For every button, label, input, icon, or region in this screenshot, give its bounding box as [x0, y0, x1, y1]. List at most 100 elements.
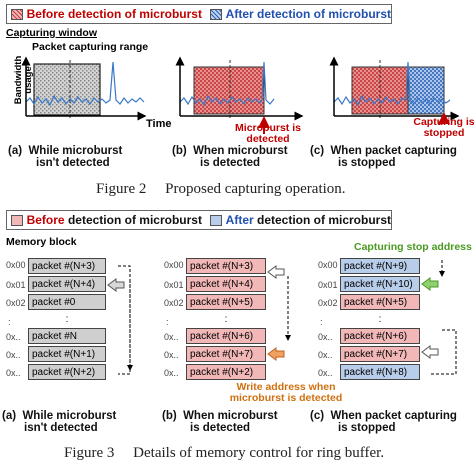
- annotation-stopped: Capturing is stopped: [406, 117, 474, 139]
- addr-c-2: 0x02: [318, 298, 338, 308]
- fig2-sub-a-line1: (a) While microburst: [8, 145, 123, 157]
- write-pointer-b-icon: [267, 347, 285, 361]
- addr-a-4: 0x..: [6, 332, 21, 342]
- write-pointer-a-icon: [107, 278, 125, 292]
- loop-arrow-a-icon: [118, 265, 133, 375]
- cell-c-6: packet #(N+8): [340, 364, 420, 380]
- fig2-panel-b: [175, 56, 304, 134]
- fig3-sub-a-line2: isn't detected: [24, 422, 98, 434]
- fig3-sub-b: (b) When microburst is detected: [162, 410, 278, 434]
- addr-c-1: 0x01: [318, 280, 338, 290]
- fig2-sub-c-line2: is stopped: [338, 157, 396, 169]
- fig2-panel-c: [329, 56, 460, 124]
- loop-arrow-c-icon: [430, 260, 457, 375]
- traffic-line-a: [25, 61, 145, 107]
- fig3-sub-c: (c) When packet capturing is stopped: [310, 410, 457, 434]
- addr-a-0: 0x00: [6, 260, 26, 270]
- after-swatch-icon-fig3: [210, 214, 222, 226]
- pointer-c-low-icon: [421, 345, 439, 359]
- cell-b-3: :: [186, 312, 266, 328]
- fig3-sub-c-line2: is stopped: [338, 422, 396, 434]
- fig3-legend: Before detection of microburst After det…: [6, 210, 392, 230]
- traffic-line-b: [179, 61, 275, 107]
- cell-c-1: packet #(N+10): [340, 276, 420, 292]
- annotation-detected-line2: detected: [246, 133, 290, 145]
- addr-a-3: :: [8, 317, 11, 327]
- addr-b-4: 0x..: [164, 332, 179, 342]
- fig2-sub-a-line2: isn't detected: [36, 157, 110, 169]
- addr-b-0: 0x00: [164, 260, 184, 270]
- before-range-box-b: [193, 66, 265, 115]
- fig3-legend-after-rest: detection of microburst: [253, 213, 392, 227]
- addr-a-6: 0x..: [6, 368, 21, 378]
- addr-b-1: 0x01: [164, 280, 184, 290]
- cell-a-5: packet #(N+1): [28, 346, 106, 362]
- fig2-panel-a: [21, 56, 147, 121]
- addr-c-6: 0x..: [318, 368, 333, 378]
- cell-c-3: :: [340, 312, 420, 328]
- fig2-caption: Figure 2 Proposed capturing operation.: [96, 181, 346, 197]
- cell-b-2: packet #(N+5): [186, 294, 266, 310]
- annotation-stopped-line1: Capturing is: [413, 116, 474, 128]
- cell-a-2: packet #0: [28, 294, 106, 310]
- fig2-sub-b-line1: (b) When microburst: [172, 145, 288, 157]
- traffic-line-c: [333, 61, 451, 107]
- cell-c-0: packet #(N+9): [340, 258, 420, 274]
- fig3-caption: Figure 3 Details of memory control for r…: [64, 445, 385, 461]
- addr-c-4: 0x..: [318, 332, 333, 342]
- fig2-legend-before-rest: detection of microburst: [64, 7, 202, 21]
- fig2-sub-b-line2: is detected: [200, 157, 261, 169]
- packet-capturing-range-label: Packet capturing range: [32, 41, 149, 53]
- cell-b-4: packet #(N+6): [186, 328, 266, 344]
- addr-b-2: 0x02: [164, 298, 184, 308]
- fig3-sub-b-line2: is detected: [190, 422, 251, 434]
- annotation-detected-line1: Microburst is: [235, 122, 301, 134]
- pointer-b-top-icon: [267, 265, 285, 279]
- write-address-line1: Write address when: [236, 381, 336, 393]
- fig2-graphs: [21, 56, 460, 134]
- after-swatch-icon: [210, 8, 222, 20]
- after-range-box-c: [407, 66, 445, 115]
- cell-a-1: packet #(N+4): [28, 276, 106, 292]
- cell-c-2: packet #(N+5): [340, 294, 420, 310]
- addr-b-5: 0x..: [164, 350, 179, 360]
- capturing-window-label: Capturing window: [6, 27, 97, 39]
- fig2-sub-a: (a) While microburst isn't detected: [8, 145, 122, 169]
- capturing-stop-address-label: Capturing stop address: [354, 241, 472, 253]
- addr-a-5: 0x..: [6, 350, 21, 360]
- cell-a-0: packet #(N+3): [28, 258, 106, 274]
- addr-a-2: 0x02: [6, 298, 26, 308]
- cell-b-1: packet #(N+4): [186, 276, 266, 292]
- cell-a-4: packet #N: [28, 328, 106, 344]
- fig3-arrows: [107, 260, 457, 375]
- fig2-legend-before-bold: Before: [26, 7, 65, 21]
- fig2-legend: Before detection of microburst After det…: [6, 4, 392, 24]
- fig3-sub-c-line1: (c) When packet capturing: [310, 410, 457, 422]
- stop-pointer-c-icon: [421, 277, 439, 291]
- cell-a-6: packet #(N+2): [28, 364, 106, 380]
- before-swatch-icon-fig3: [11, 214, 23, 226]
- addr-c-3: :: [320, 317, 323, 327]
- fig3-legend-before-bold: Before: [26, 213, 65, 227]
- addr-a-1: 0x01: [6, 280, 26, 290]
- fig3-legend-before-rest: detection of microburst: [64, 213, 202, 227]
- fig2-sub-c: (c) When packet capturing is stopped: [310, 145, 457, 169]
- cell-a-3: :: [28, 312, 106, 328]
- addr-b-6: 0x..: [164, 368, 179, 378]
- x-axis-label: Time: [146, 118, 172, 130]
- fig2-legend-after-rest: detection of microburst: [253, 7, 392, 21]
- fig2-sub-c-line1: (c) When packet capturing: [310, 145, 457, 157]
- write-address-label: Write address when microburst is detecte…: [222, 382, 350, 404]
- fig3-sub-b-line1: (b) When microburst: [162, 410, 278, 422]
- before-swatch-icon: [11, 8, 23, 20]
- capture-range-box: [33, 63, 101, 116]
- fig2-sub-b: (b) When microburst is detected: [172, 145, 288, 169]
- annotation-detected: Microburst is detected: [228, 123, 308, 145]
- fig2-legend-after-bold: After: [225, 7, 254, 21]
- cell-c-5: packet #(N+7): [340, 346, 420, 362]
- fig3-sub-a: (a) While microburst isn't detected: [2, 410, 116, 434]
- write-address-line2: microburst is detected: [229, 392, 343, 404]
- addr-c-0: 0x00: [318, 260, 338, 270]
- cell-b-5: packet #(N+7): [186, 346, 266, 362]
- cell-b-0: packet #(N+3): [186, 258, 266, 274]
